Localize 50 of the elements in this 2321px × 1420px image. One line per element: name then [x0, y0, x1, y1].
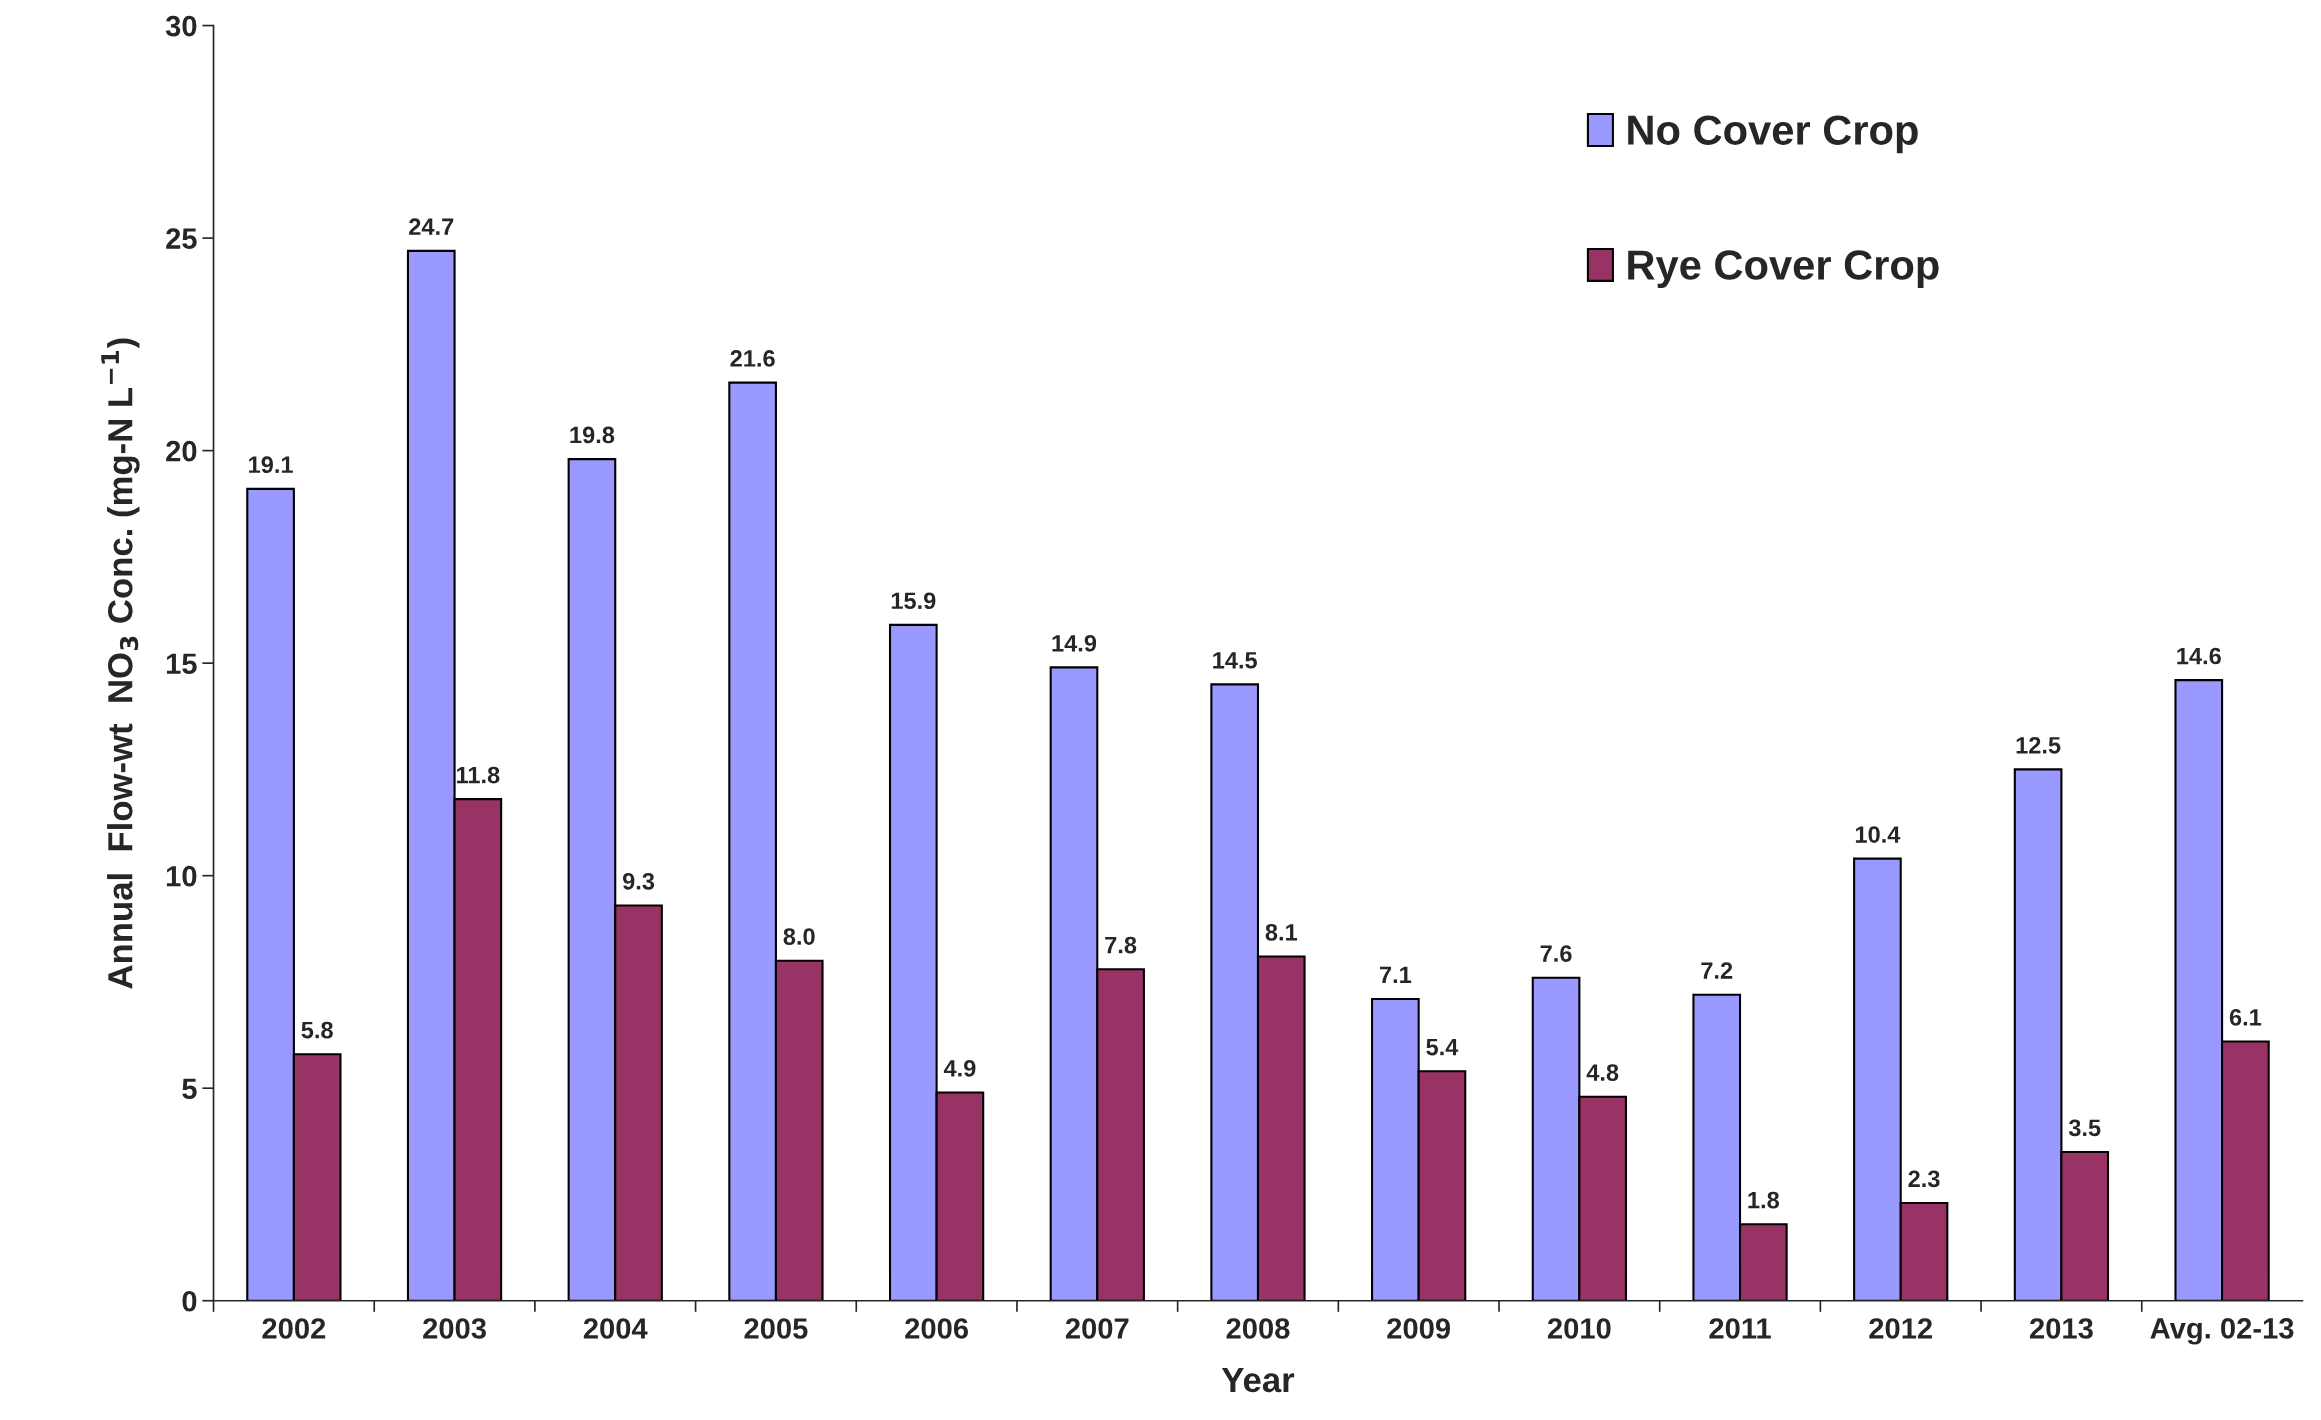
- data-label: 21.6: [730, 350, 775, 367]
- x-tick-label: 2010: [1547, 1318, 1611, 1339]
- data-label: 4.8: [1586, 1064, 1619, 1081]
- data-label: 7.2: [1701, 962, 1733, 979]
- data-label: 7.6: [1540, 945, 1572, 962]
- data-label: 24.7: [409, 218, 454, 235]
- data-label: 2.3: [1908, 1170, 1940, 1188]
- y-tick-label: 30: [165, 15, 197, 37]
- y-tick-label: 10: [166, 865, 197, 887]
- y-axis-title: Annual Flow-wt NO$_{3}$ Conc. (mg-N L$^{−1}$): [101, 338, 140, 989]
- data-label: 9.3: [622, 872, 655, 890]
- data-label: 15.9: [891, 592, 936, 610]
- data-label: 7.1: [1379, 966, 1412, 983]
- data-label: 3.5: [2068, 1119, 2101, 1137]
- data-label: 5.4: [1426, 1038, 1459, 1056]
- x-tick-label: 2005: [744, 1318, 808, 1339]
- y-tick-label: 20: [166, 440, 197, 462]
- data-label: 6.1: [2229, 1008, 2262, 1026]
- x-tick-label: 2004: [583, 1318, 648, 1339]
- legend-label: Rye Cover Crop: [1628, 250, 1939, 289]
- y-tick-label: 0: [182, 1290, 197, 1312]
- x-tick-label: 2002: [262, 1318, 326, 1339]
- y-tick-label: 25: [166, 228, 197, 249]
- x-tick-label: 2011: [1709, 1318, 1771, 1339]
- x-tick-label: 2007: [1065, 1318, 1129, 1339]
- data-label: 14.5: [1213, 652, 1257, 669]
- x-tick-label: 2013: [2029, 1318, 2093, 1339]
- data-label: 12.5: [2016, 736, 2061, 754]
- data-label: 1.8: [1748, 1191, 1780, 1209]
- y-tick-label: 15: [166, 653, 197, 674]
- x-tick-label: 2006: [905, 1318, 968, 1339]
- x-tick-label: 2009: [1387, 1318, 1451, 1339]
- data-label: 14.6: [2177, 647, 2221, 665]
- x-axis-title: Year: [1221, 1368, 1295, 1393]
- data-label: 19.8: [570, 426, 615, 444]
- data-label: 10.4: [1855, 826, 1901, 843]
- data-label: 5.8: [301, 1021, 333, 1039]
- x-tick-label: 2008: [1226, 1318, 1290, 1339]
- data-label: 8.1: [1265, 923, 1298, 941]
- data-label: 14.9: [1052, 634, 1097, 652]
- data-label: 8.0: [783, 928, 815, 945]
- x-tick-label: 2003: [423, 1318, 486, 1339]
- x-tick-label: 2012: [1869, 1318, 1932, 1339]
- y-tick-label: 5: [182, 1078, 197, 1100]
- legend-label: No Cover Crop: [1628, 115, 1918, 154]
- x-tick-label: Avg. 02-13: [2150, 1318, 2294, 1345]
- data-label: 19.1: [249, 456, 293, 474]
- data-label: 7.8: [1105, 936, 1137, 954]
- data-label: 4.9: [943, 1059, 976, 1077]
- data-label: 11.8: [457, 766, 500, 784]
